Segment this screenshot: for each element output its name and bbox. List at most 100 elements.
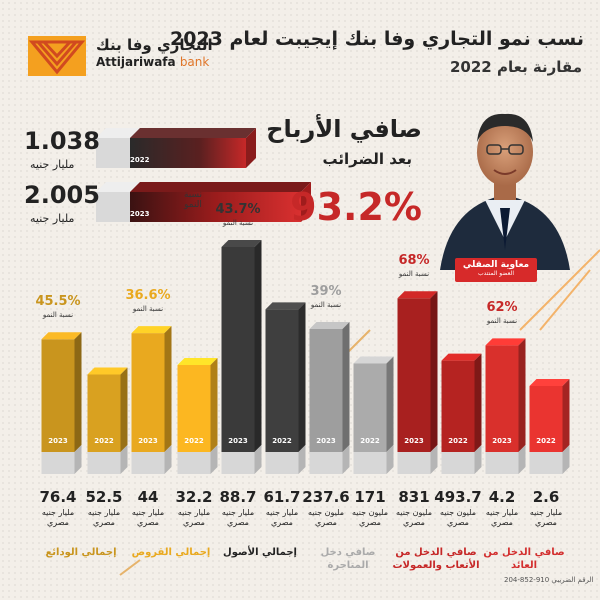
net-profit-bar-2023: [130, 192, 301, 222]
executive-role: العضو المنتدب: [478, 270, 514, 277]
growth-percent: 62%: [486, 300, 518, 316]
category-label: إجمالي الودائع: [45, 547, 117, 558]
growth-label: نسبة النمو: [42, 311, 74, 320]
category-label: صافي الدخل من الأتعاب والعمولات: [392, 547, 480, 571]
bar-unit: مليار جنيه مصري: [177, 508, 211, 527]
growth-label: نسبة النمو: [222, 219, 254, 227]
net-profit-bar-2022: [130, 138, 246, 168]
bar-year-label: 2022: [94, 437, 114, 445]
bar-value: 2.6: [532, 488, 560, 506]
pedestal-side: [210, 445, 218, 474]
bar-top-0-2022: [87, 367, 128, 375]
pedestal-front: [221, 452, 255, 474]
pedestal-side: [430, 445, 438, 474]
bar-unit: مليار جنيه مصري: [485, 508, 519, 527]
bar-value: 4.2: [488, 488, 516, 506]
pedestal-side: [342, 445, 350, 474]
bar-unit: مليار جنيه مصري: [221, 508, 255, 527]
net-profit-title: صافي الأرباح: [266, 115, 422, 143]
bar-1-2022: [177, 364, 211, 452]
bar-year-label: 2023: [404, 437, 424, 445]
bar-year-label: 2022: [448, 437, 468, 445]
bar-year-label: 2023: [492, 437, 512, 445]
bar-side-0-2022: [120, 367, 128, 452]
bar-top-0-2023: [41, 332, 82, 340]
bar-value: 171: [354, 488, 386, 506]
bar-unit: مليون جنيه مصري: [440, 508, 476, 527]
bar-1-2023: [131, 333, 165, 452]
bar-2-2023: [221, 247, 255, 452]
bar-side-2-2023: [254, 240, 262, 452]
bar-4-2022: [441, 360, 475, 452]
pedestal-side: [474, 445, 482, 474]
net-profit-growth-label: نسبة النمو: [183, 190, 203, 210]
pedestal-front: [485, 452, 519, 474]
bar-side-5-2022: [562, 379, 570, 452]
pedestal-front: [353, 452, 387, 474]
bar-year-label: 2022: [272, 437, 292, 445]
bar-top-4-2023: [397, 291, 438, 299]
bar-top-5-2022: [529, 379, 570, 387]
logo-arabic-text: التجاري وفا بنك: [96, 36, 213, 54]
bar-side-3-2022: [386, 356, 394, 452]
bar-value: 237.6: [302, 488, 350, 506]
pedestal-front: [529, 452, 563, 474]
bar-unit: مليار جنيه مصري: [41, 508, 75, 527]
bank-logo-icon: [28, 36, 86, 76]
page-title: نسب نمو التجاري وفا بنك إيجيبت لعام 2023: [170, 28, 584, 50]
bar-side-4-2023: [430, 291, 438, 452]
bar-top-3-2022: [353, 356, 394, 364]
bar-value: 88.7: [219, 488, 257, 506]
bar-unit: مليون جنيه مصري: [308, 508, 344, 527]
growth-percent: 39%: [310, 284, 342, 299]
executive-photo: [440, 113, 570, 270]
growth-percent: 36.6%: [125, 288, 171, 304]
bar-year-label: 2023: [228, 437, 248, 445]
bar-value: 52.5: [85, 488, 123, 506]
pedestal-side: [120, 445, 128, 474]
executive-name-badge: معاوية الصقلي العضو المنتدب: [455, 258, 537, 282]
bar-top-3-2023: [309, 322, 350, 329]
logo-english-text: Attijariwafa bank: [96, 55, 210, 69]
bar-unit: مليار جنيه مصري: [265, 508, 299, 527]
bar-0-2023: [41, 339, 75, 452]
bar-value: 76.4: [39, 488, 77, 506]
executive-name: معاوية الصقلي: [462, 260, 530, 270]
bar-side-5-2023: [518, 338, 526, 452]
pedestal-side: [518, 445, 526, 474]
page-subtitle: مقارنة بعام 2022: [450, 58, 582, 76]
growth-label: نسبة النمو: [132, 305, 164, 314]
pedestal-front: [87, 452, 121, 474]
bar-unit: مليون جنيه مصري: [396, 508, 432, 527]
bar-value: 493.7: [434, 488, 482, 506]
bar-top-2-2022: [265, 302, 306, 310]
bar-side-3-2023: [342, 322, 350, 452]
growth-percent: 68%: [398, 253, 430, 269]
pedestal-side: [164, 445, 172, 474]
bar-top-1-2022: [177, 357, 218, 365]
bar-unit: مليار جنيه مصري: [529, 508, 563, 527]
growth-label: نسبة النمو: [486, 317, 518, 326]
bar-3-2022: [353, 363, 387, 452]
bar-0-2022: [87, 374, 121, 452]
bar-unit: مليار جنيه مصري: [131, 508, 165, 527]
bar-3-2023: [309, 329, 343, 452]
pedestal-side: [386, 445, 394, 474]
bar-year-label: 2023: [48, 437, 68, 445]
bar-side-2-2022: [298, 302, 306, 452]
bar-top-2-2023: [221, 240, 262, 247]
net-profit-unit-2023: مليار جنيه: [30, 212, 75, 225]
bar-top-1-2023: [131, 326, 172, 334]
bar-year-label: 2022: [184, 437, 204, 445]
pedestal-front: [265, 452, 299, 474]
pedestal-front: [177, 452, 211, 474]
category-label: صافي دخل المتاجرة: [320, 547, 376, 571]
category-label: إجمالي القروض: [131, 547, 211, 558]
bar-side-1-2022: [210, 357, 218, 452]
pedestal-side: [74, 445, 82, 474]
bar-value: 61.7: [263, 488, 301, 506]
bar-2-2022: [265, 309, 299, 452]
